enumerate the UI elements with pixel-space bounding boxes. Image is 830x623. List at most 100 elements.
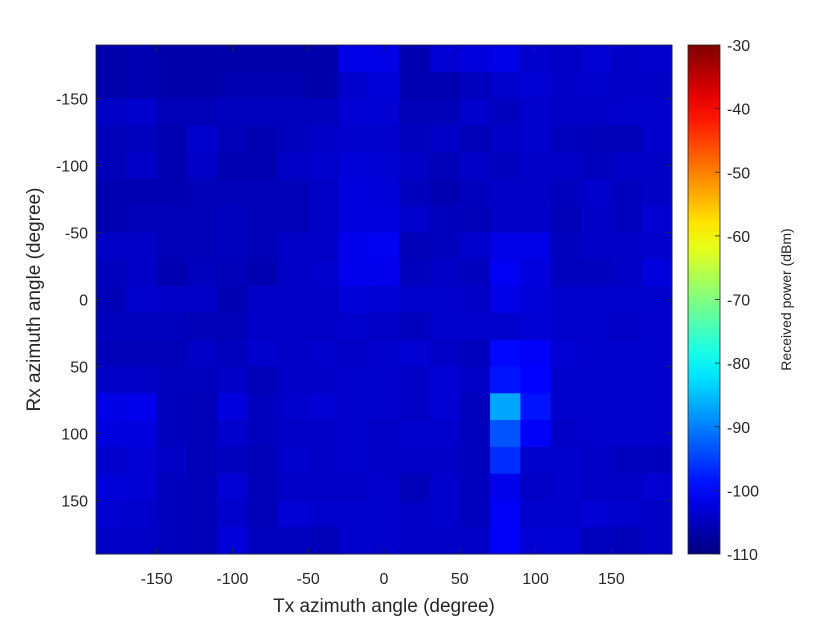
y-tick-label: 100 xyxy=(61,426,88,443)
heatmap-cell xyxy=(581,205,612,234)
heatmap-cell xyxy=(126,232,158,260)
heatmap-cell xyxy=(368,420,400,448)
heatmap-cell xyxy=(429,366,461,394)
heatmap-cell xyxy=(186,312,218,341)
heatmap-cell xyxy=(459,152,491,180)
colorbar-tick-label: -30 xyxy=(727,38,750,55)
heatmap-cell xyxy=(490,420,521,448)
heatmap-cell xyxy=(611,339,643,367)
heatmap-cell xyxy=(399,205,430,234)
heatmap-cell xyxy=(308,420,340,448)
heatmap-cell xyxy=(277,178,309,207)
heatmap-cell xyxy=(459,45,491,73)
heatmap-cell xyxy=(368,500,400,528)
heatmap-cell xyxy=(368,98,400,126)
heatmap-cell xyxy=(338,152,370,180)
heatmap-cell xyxy=(368,446,400,475)
heatmap-cell xyxy=(490,232,521,260)
heatmap-cell xyxy=(399,178,430,207)
heatmap-cell xyxy=(126,125,158,153)
heatmap-cell xyxy=(429,71,461,100)
heatmap-cell xyxy=(96,393,127,421)
heatmap-cell xyxy=(611,125,643,153)
heatmap-cell xyxy=(277,312,309,341)
heatmap-cell xyxy=(459,259,491,287)
heatmap-cell xyxy=(550,98,582,126)
heatmap-cell xyxy=(520,71,552,100)
heatmap-cell xyxy=(581,420,612,448)
heatmap-cell xyxy=(247,527,279,555)
colorbar-label: Received power (dBm) xyxy=(778,228,794,370)
heatmap-cell xyxy=(611,232,643,260)
heatmap-cell xyxy=(308,366,340,394)
heatmap-cell xyxy=(156,286,188,314)
heatmap-cell xyxy=(641,205,673,234)
heatmap-cell xyxy=(308,45,340,73)
heatmap-cell xyxy=(126,286,158,314)
heatmap-cell xyxy=(490,339,521,367)
heatmap-cell xyxy=(581,286,612,314)
heatmap-cell xyxy=(186,125,218,153)
heatmap-cell xyxy=(550,178,582,207)
heatmap-cell xyxy=(550,259,582,287)
x-tick-label: 150 xyxy=(598,571,625,588)
heatmap-cell xyxy=(550,420,582,448)
heatmap-cell xyxy=(399,259,430,287)
heatmap-cell xyxy=(277,286,309,314)
heatmap-cell xyxy=(459,366,491,394)
heatmap-cell xyxy=(186,527,218,555)
heatmap-cell xyxy=(611,446,643,475)
heatmap-cell xyxy=(550,45,582,73)
heatmap-cell xyxy=(399,125,430,153)
colorbar-tick-label: -60 xyxy=(727,229,750,246)
heatmap-cell xyxy=(217,446,249,475)
heatmap-cell xyxy=(277,125,309,153)
heatmap-cell xyxy=(641,312,673,341)
heatmap-cell xyxy=(156,232,188,260)
heatmap-cell xyxy=(368,312,400,341)
heatmap-cell xyxy=(641,45,673,73)
heatmap-cell xyxy=(581,98,612,126)
heatmap-cell xyxy=(217,98,249,126)
heatmap-cell xyxy=(399,366,430,394)
heatmap-cell xyxy=(490,259,521,287)
heatmap-cell xyxy=(126,71,158,100)
heatmap-cell xyxy=(338,527,370,555)
heatmap-cell xyxy=(217,500,249,528)
heatmap-cell xyxy=(581,500,612,528)
heatmap-cell xyxy=(247,259,279,287)
heatmap-cell xyxy=(550,71,582,100)
heatmap-cell xyxy=(520,446,552,475)
heatmap-cell xyxy=(368,71,400,100)
heatmap-cell xyxy=(277,259,309,287)
heatmap-cell xyxy=(611,98,643,126)
heatmap-cell xyxy=(520,366,552,394)
heatmap-cell xyxy=(156,500,188,528)
x-tick-label: -150 xyxy=(141,571,173,588)
heatmap-cell xyxy=(550,286,582,314)
heatmap-cell xyxy=(581,339,612,367)
heatmap-cell xyxy=(126,393,158,421)
heatmap-cell xyxy=(277,473,309,501)
heatmap-cell xyxy=(217,420,249,448)
heatmap-cell xyxy=(520,178,552,207)
heatmap-cell xyxy=(429,178,461,207)
y-tick-label: -100 xyxy=(56,159,88,176)
heatmap-cell xyxy=(277,446,309,475)
heatmap-cell xyxy=(581,125,612,153)
heatmap-cell xyxy=(308,312,340,341)
heatmap-cell xyxy=(338,339,370,367)
heatmap-cell xyxy=(126,98,158,126)
heatmap-cell xyxy=(490,98,521,126)
heatmap-cell xyxy=(126,45,158,73)
heatmap-cell xyxy=(550,152,582,180)
y-axis-label: Rx azimuth angle (degree) xyxy=(24,188,45,412)
heatmap-cell xyxy=(156,339,188,367)
heatmap-cell xyxy=(217,152,249,180)
heatmap-cell xyxy=(338,393,370,421)
heatmap-cell xyxy=(611,205,643,234)
heatmap-cell xyxy=(186,71,218,100)
heatmap-cell xyxy=(338,232,370,260)
heatmap-cell xyxy=(96,500,127,528)
heatmap-cell xyxy=(277,393,309,421)
